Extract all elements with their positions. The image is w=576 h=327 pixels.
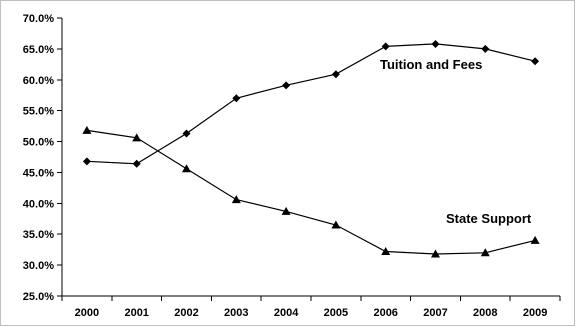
data-point-tuition-and-fees: [132, 159, 141, 168]
x-tick-label: 2004: [274, 307, 299, 319]
data-point-state-support: [231, 195, 241, 204]
data-point-state-support: [530, 235, 540, 244]
data-point-tuition-and-fees: [182, 129, 191, 138]
data-point-state-support: [132, 133, 142, 142]
x-tick-label: 2003: [224, 307, 248, 319]
data-point-state-support: [82, 125, 92, 134]
y-axis-ticks: 25.0% 30.0% 35.0% 40.0% 45.0% 50.0% 55.0% 60.0%…: [23, 13, 62, 303]
y-tick-label: 55.0%: [23, 106, 54, 118]
data-point-tuition-and-fees: [431, 39, 440, 48]
data-point-state-support: [182, 164, 191, 173]
y-tick-label: 50.0%: [23, 137, 54, 149]
y-tick-label: 45.0%: [23, 167, 54, 179]
y-tick-label: 70.0%: [23, 13, 54, 25]
data-point-tuition-and-fees: [381, 42, 390, 51]
y-tick-label: 30.0%: [23, 260, 54, 272]
series-line-tuition-and-fees: [86, 43, 536, 165]
x-tick-label: 2008: [473, 307, 497, 319]
data-point-state-support: [480, 248, 490, 257]
y-tick-label: 65.0%: [23, 44, 54, 56]
series-group: [82, 39, 540, 258]
x-axis-ticks: 2000 2001 2002 2003 2004 2005 2006 2007 2008 2009: [61, 296, 561, 319]
y-tick-label: 40.0%: [23, 198, 54, 210]
x-tick-label: 2006: [373, 307, 397, 319]
annotation-tuition-and-fees: Tuition and Fees: [380, 57, 482, 72]
data-point-tuition-and-fees: [331, 70, 340, 79]
data-point-state-support: [381, 247, 391, 256]
data-point-tuition-and-fees: [481, 44, 490, 53]
data-point-tuition-and-fees: [282, 81, 291, 90]
data-point-tuition-and-fees: [232, 94, 241, 103]
data-point-state-support: [281, 206, 291, 215]
y-tick-label: 25.0%: [23, 291, 54, 303]
series-line-state-support: [86, 129, 536, 255]
x-tick-label: 2009: [523, 307, 547, 319]
data-point-state-support: [431, 249, 440, 258]
x-tick-label: 2000: [75, 307, 99, 319]
data-point-state-support: [331, 220, 341, 229]
x-tick-label: 2002: [174, 307, 198, 319]
data-point-tuition-and-fees: [531, 57, 540, 66]
x-tick-label: 2007: [423, 307, 447, 319]
data-point-tuition-and-fees: [82, 157, 91, 166]
x-tick-label: 2005: [324, 307, 348, 319]
annotation-state-support: State Support: [446, 211, 532, 226]
y-tick-label: 60.0%: [23, 75, 54, 87]
x-tick-label: 2001: [124, 307, 148, 319]
y-tick-label: 35.0%: [23, 229, 54, 241]
